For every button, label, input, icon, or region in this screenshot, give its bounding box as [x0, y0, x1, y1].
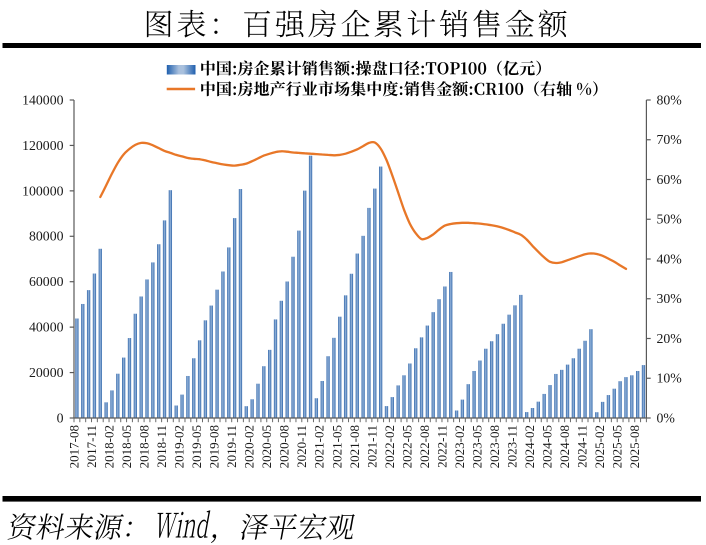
svg-text:0%: 0% — [657, 410, 676, 425]
svg-text:80%: 80% — [657, 92, 683, 107]
svg-text:2023-08: 2023-08 — [487, 425, 502, 468]
svg-text:60000: 60000 — [29, 274, 64, 289]
svg-text:2019-02: 2019-02 — [172, 425, 187, 468]
svg-text:2022-08: 2022-08 — [417, 425, 432, 468]
svg-text:2019-05: 2019-05 — [189, 425, 204, 468]
svg-text:2021-05: 2021-05 — [329, 425, 344, 468]
svg-text:120000: 120000 — [22, 138, 63, 153]
svg-text:2018-08: 2018-08 — [137, 425, 152, 468]
svg-text:2021-08: 2021-08 — [347, 425, 362, 468]
svg-text:2019-08: 2019-08 — [207, 425, 222, 468]
svg-text:2025-02: 2025-02 — [592, 425, 607, 468]
svg-text:40000: 40000 — [29, 320, 64, 335]
svg-text:2025-05: 2025-05 — [610, 425, 625, 468]
svg-text:2024-05: 2024-05 — [540, 425, 555, 468]
svg-text:20%: 20% — [657, 331, 683, 346]
svg-text:2024-02: 2024-02 — [522, 425, 537, 468]
svg-text:2023-11: 2023-11 — [504, 425, 519, 468]
svg-text:2020-05: 2020-05 — [259, 425, 274, 468]
svg-text:2024-08: 2024-08 — [557, 425, 572, 468]
svg-text:2019-11: 2019-11 — [224, 425, 239, 468]
svg-text:2024-11: 2024-11 — [575, 425, 590, 468]
svg-text:0: 0 — [57, 410, 64, 425]
svg-text:100000: 100000 — [22, 183, 63, 198]
svg-text:2021-02: 2021-02 — [312, 425, 327, 468]
svg-text:2020-11: 2020-11 — [294, 425, 309, 468]
svg-text:2018-02: 2018-02 — [101, 425, 116, 468]
svg-text:2018-11: 2018-11 — [154, 425, 169, 468]
svg-text:20000: 20000 — [29, 365, 64, 380]
svg-text:70%: 70% — [657, 132, 683, 147]
svg-text:60%: 60% — [657, 172, 683, 187]
svg-text:2020-02: 2020-02 — [242, 425, 257, 468]
svg-text:2022-02: 2022-02 — [382, 425, 397, 468]
svg-text:2025-08: 2025-08 — [627, 425, 642, 468]
svg-text:50%: 50% — [657, 212, 683, 227]
svg-text:2020-08: 2020-08 — [277, 425, 292, 468]
svg-text:2022-05: 2022-05 — [399, 425, 414, 468]
svg-text:2023-02: 2023-02 — [452, 425, 467, 468]
svg-text:2017-11: 2017-11 — [84, 425, 99, 468]
svg-text:2022-11: 2022-11 — [434, 425, 449, 468]
svg-text:140000: 140000 — [22, 92, 63, 107]
svg-text:30%: 30% — [657, 291, 683, 306]
svg-text:2017-08: 2017-08 — [66, 425, 81, 468]
svg-text:80000: 80000 — [29, 229, 64, 244]
svg-text:2021-11: 2021-11 — [364, 425, 379, 468]
svg-text:2023-05: 2023-05 — [469, 425, 484, 468]
svg-text:10%: 10% — [657, 371, 683, 386]
svg-text:40%: 40% — [657, 251, 683, 266]
svg-text:2018-05: 2018-05 — [119, 425, 134, 468]
